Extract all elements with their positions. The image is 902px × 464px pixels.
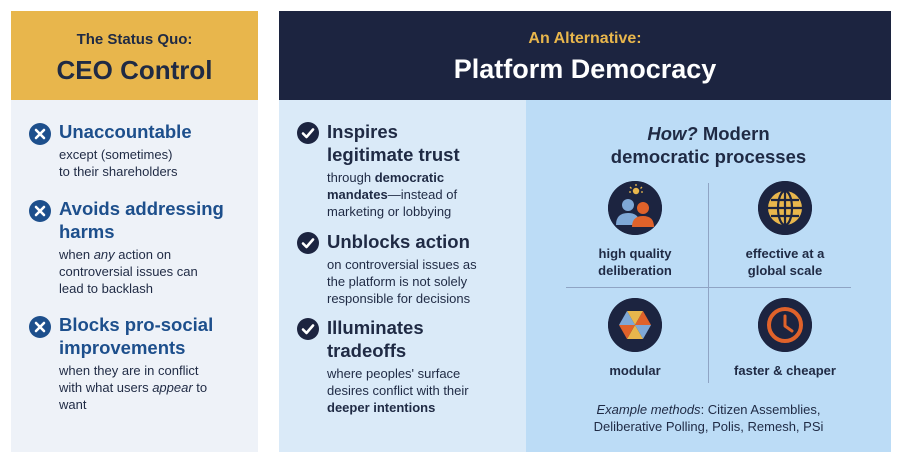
example-methods: Example methods: Citizen Assemblies, Del…	[593, 402, 824, 434]
drawback-title: Blocks pro-social improvements	[59, 314, 214, 358]
drawback-desc: except (sometimes) to their shareholders	[59, 147, 178, 179]
method-modular: modular	[560, 298, 710, 379]
method-global-scale: effective at a global scale	[710, 181, 860, 279]
modular-triangles-icon	[608, 298, 662, 352]
method-label: modular	[609, 363, 661, 378]
drawback-desc: when they are in conflict with what user…	[59, 363, 208, 412]
benefit-desc: on controversial issues as the platform …	[327, 257, 477, 306]
alternative-subtitle: An Alternative:	[528, 30, 642, 47]
method-label: high quality deliberation	[598, 246, 672, 278]
drawback-title: Unaccountable	[59, 121, 192, 142]
how-panel: How? Modern democratic processes high qu…	[526, 100, 891, 452]
method-label: faster & cheaper	[734, 363, 836, 378]
drawback-desc: when any action on controversial issues …	[59, 247, 198, 296]
x-circle-icon	[29, 123, 51, 145]
method-deliberation: high quality deliberation	[560, 181, 710, 279]
status-quo-panel: Unaccountable except (sometimes) to thei…	[11, 100, 258, 452]
benefit-desc: through democratic mandates—instead of m…	[327, 170, 458, 219]
globe-icon	[758, 181, 812, 235]
alternative-header: An Alternative: Platform Democracy	[279, 11, 891, 100]
benefit-title: Unblocks action	[327, 231, 470, 252]
x-circle-icon	[29, 316, 51, 338]
how-title: How? Modern democratic processes	[610, 123, 807, 167]
benefit-title: Illuminates tradeoffs	[327, 317, 424, 361]
drawback-title: Avoids addressing harms	[59, 198, 224, 242]
check-circle-icon	[297, 318, 319, 340]
benefit-title: Inspires legitimate trust	[327, 121, 460, 165]
grid-divider-vertical	[708, 183, 709, 383]
x-circle-icon	[29, 200, 51, 222]
check-circle-icon	[297, 122, 319, 144]
status-quo-header: The Status Quo: CEO Control	[11, 11, 258, 100]
grid-divider-horizontal	[566, 287, 851, 288]
clock-icon	[758, 298, 812, 352]
check-circle-icon	[297, 232, 319, 254]
method-label: effective at a global scale	[745, 246, 825, 278]
people-lightbulb-icon	[608, 181, 662, 235]
benefits-panel: Inspires legitimate trust through democr…	[279, 100, 526, 452]
alternative-title: Platform Democracy	[453, 54, 717, 84]
method-faster-cheaper: faster & cheaper	[710, 298, 860, 379]
status-quo-title: CEO Control	[56, 55, 213, 85]
status-quo-subtitle: The Status Quo:	[76, 31, 193, 48]
benefit-desc: where peoples' surface desires conflict …	[327, 366, 469, 415]
